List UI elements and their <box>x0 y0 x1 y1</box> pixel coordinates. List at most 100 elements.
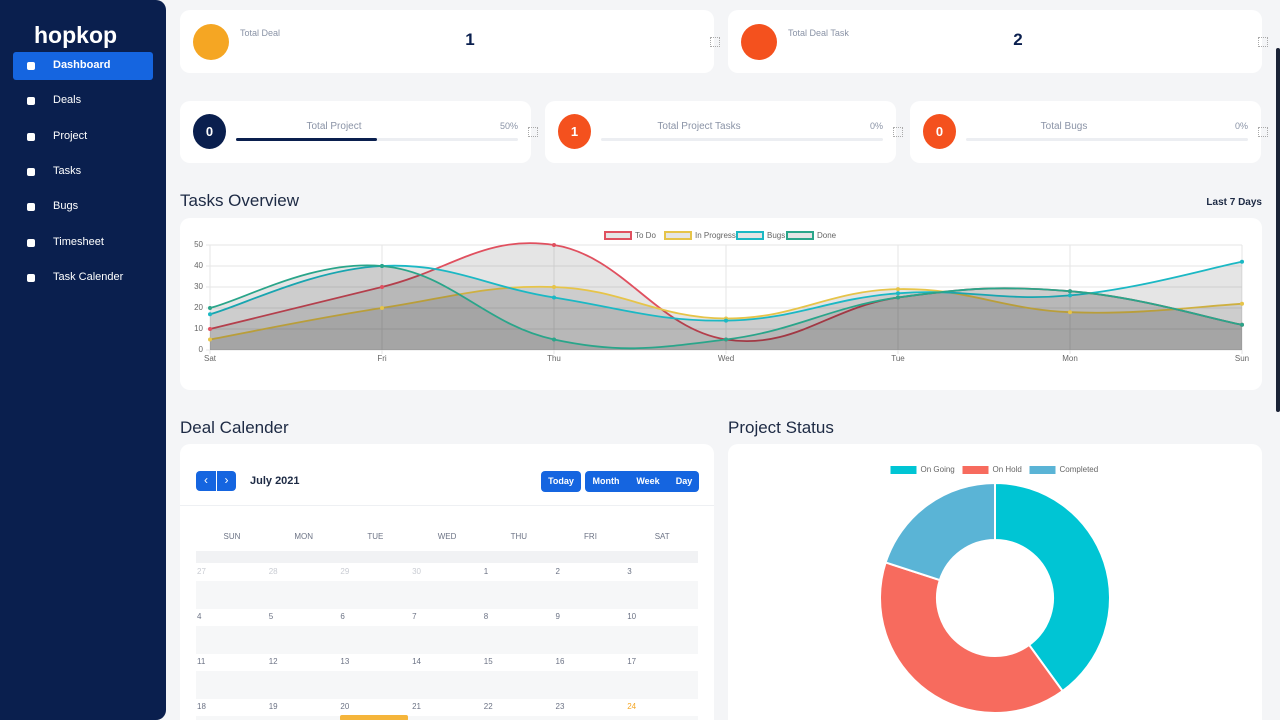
progress-card: 0 Total Project 50% <box>180 101 538 163</box>
date-label[interactable]: 24 <box>627 702 637 711</box>
area <box>210 265 1242 350</box>
date-label[interactable]: 6 <box>340 612 345 621</box>
event-bar[interactable] <box>340 715 408 720</box>
point <box>896 287 900 292</box>
date-label[interactable]: 20 <box>340 702 350 711</box>
date-label[interactable]: 5 <box>268 612 274 621</box>
menu-item[interactable]: Bugs <box>13 193 153 221</box>
point <box>380 264 384 268</box>
legend-label: On Hold <box>993 465 1022 474</box>
menu-item[interactable]: Project <box>13 123 153 151</box>
x-tick-label: Sat <box>204 354 217 363</box>
progress-card: 0 Total Bugs 0% <box>910 101 1268 163</box>
menu-icon <box>27 132 35 141</box>
stat-card: Total Deal 1 <box>180 10 720 73</box>
drag-handle[interactable] <box>1258 127 1268 137</box>
date-label[interactable]: 11 <box>197 657 206 666</box>
range-label[interactable]: Last 7 Days <box>1206 197 1262 208</box>
menu-item[interactable]: Dashboard <box>13 52 153 80</box>
date-label[interactable]: 15 <box>483 657 493 666</box>
menu-item[interactable]: Deals <box>13 87 153 115</box>
x-tick-label: Mon <box>1062 354 1078 363</box>
date-label[interactable]: 17 <box>627 657 637 666</box>
point <box>208 337 212 342</box>
date-label[interactable]: 12 <box>268 657 278 666</box>
section-title: Tasks Overview <box>180 191 300 210</box>
view-button[interactable]: Day <box>669 471 699 492</box>
menu-item[interactable]: Timesheet <box>13 229 153 257</box>
date-label[interactable]: 14 <box>412 657 421 666</box>
y-tick-label: 10 <box>194 324 203 333</box>
drag-handle[interactable] <box>528 127 538 137</box>
point <box>1240 301 1244 306</box>
x-tick-label: Sun <box>1235 354 1249 363</box>
date-label[interactable]: 19 <box>268 702 278 711</box>
line-chart: 0 10 20 30 40 50 Sat Fri Thu Wed Tue Mon Sun To Do In … <box>194 231 1249 363</box>
view-button[interactable]: Month <box>585 471 627 492</box>
menu-icon <box>27 62 35 70</box>
date-label[interactable]: 4 <box>197 612 202 621</box>
doughnut-slice <box>884 481 996 582</box>
x-tick-label: Tue <box>891 354 905 363</box>
date-label[interactable]: 9 <box>555 612 560 621</box>
stat-icon <box>193 24 229 60</box>
view-button[interactable]: Today <box>541 471 581 492</box>
view-button[interactable]: Week <box>627 471 669 492</box>
drag-handle[interactable] <box>1258 37 1268 47</box>
y-tick-label: 0 <box>199 345 204 354</box>
weekday-label: SAT <box>654 532 670 541</box>
stat-label: Total Deal Task <box>788 28 849 38</box>
count-badge: 0 <box>923 114 956 149</box>
section-title: Deal Calender <box>180 418 289 437</box>
date-label[interactable]: 27 <box>197 567 206 576</box>
sidebar: hopkop Dashboard Deals Project Tasks Bugs Tim… <box>0 0 166 720</box>
date-label[interactable]: 21 <box>412 702 421 711</box>
legend-label: Completed <box>1060 465 1099 474</box>
date-label[interactable]: 28 <box>268 567 278 576</box>
drag-handle[interactable] <box>710 37 720 47</box>
menu-label: Timesheet <box>53 235 104 248</box>
point <box>552 285 556 289</box>
date-label[interactable]: 18 <box>197 702 206 711</box>
date-label[interactable]: 1 <box>483 567 489 576</box>
point <box>896 295 900 300</box>
menu-item[interactable]: Task Calender <box>13 264 153 292</box>
week-band <box>196 671 698 699</box>
nav-button[interactable]: › <box>216 471 236 491</box>
y-tick-label: 50 <box>194 240 203 249</box>
scrollbar[interactable] <box>1276 48 1280 412</box>
date-label[interactable]: 13 <box>340 657 350 666</box>
date-label[interactable]: 3 <box>627 567 632 576</box>
area <box>210 243 1242 350</box>
doughnut-slice <box>879 561 1064 714</box>
drag-handle[interactable] <box>893 127 903 137</box>
stat-card: Total Deal Task 2 <box>728 10 1268 73</box>
date-label[interactable]: 16 <box>555 657 565 666</box>
date-label[interactable]: 7 <box>412 612 417 621</box>
x-tick-label: Fri <box>377 354 387 363</box>
point <box>896 291 900 296</box>
weekday-label: THU <box>510 532 528 541</box>
date-label[interactable]: 29 <box>340 567 350 576</box>
date-label[interactable]: 10 <box>627 612 637 621</box>
menu-icon <box>27 167 35 176</box>
date-label[interactable]: 2 <box>555 567 560 576</box>
stat-icon <box>741 24 777 60</box>
point <box>1240 322 1244 327</box>
date-label[interactable]: 30 <box>412 567 421 576</box>
point <box>552 337 556 342</box>
week-band <box>196 581 698 609</box>
point <box>1068 289 1072 294</box>
progress-percent: 50% <box>499 121 518 131</box>
menu-item[interactable]: Tasks <box>13 158 153 186</box>
stat-value: 2 <box>1013 30 1023 49</box>
point <box>1068 293 1072 298</box>
date-label[interactable]: 8 <box>483 612 489 621</box>
legend-swatch <box>786 231 814 240</box>
legend-label: Done <box>817 231 837 240</box>
date-label[interactable]: 23 <box>555 702 565 711</box>
date-label[interactable]: 22 <box>483 702 493 711</box>
nav-button[interactable]: ‹ <box>196 471 216 491</box>
stat-value: 1 <box>465 30 475 49</box>
point <box>208 312 212 317</box>
